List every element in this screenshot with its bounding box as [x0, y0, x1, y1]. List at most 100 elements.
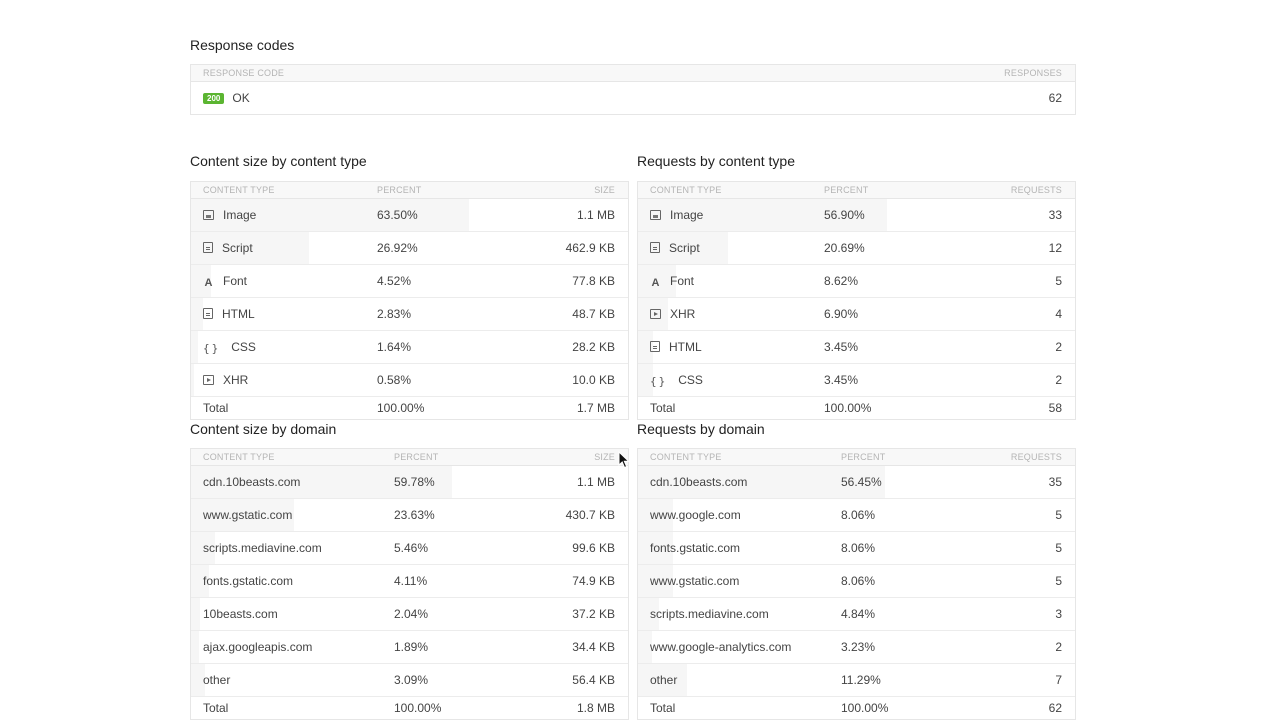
col-content-type: CONTENT TYPE [203, 185, 275, 195]
col-response-code: RESPONSE CODE [203, 68, 285, 78]
row-value: 34.4 KB [572, 640, 615, 654]
requests-by-domain-table: CONTENT TYPE PERCENT REQUESTS cdn.10beasts.… [637, 448, 1076, 720]
status-badge: 200 [203, 93, 225, 104]
table-header: RESPONSE CODE RESPONSES [191, 65, 1075, 82]
row-percent: 1.64% [377, 340, 412, 354]
row-value: 5 [1055, 274, 1062, 288]
col-percent: PERCENT [377, 185, 422, 195]
status-label: OK [232, 91, 250, 105]
table-row: XHR 6.90% 4 [638, 298, 1075, 331]
total-row: Total 100.00% 58 [638, 397, 1075, 419]
script-icon [650, 242, 660, 253]
row-value: 35 [1048, 475, 1062, 489]
row-value: 33 [1048, 208, 1062, 222]
percent-bar [638, 331, 654, 363]
row-label: www.google.com [650, 508, 741, 522]
row-label: Font [223, 274, 248, 288]
row-percent: 4.84% [841, 607, 876, 621]
script-icon [203, 242, 213, 253]
percent-bar [638, 532, 674, 564]
table-row: www.gstatic.com 8.06% 5 [638, 565, 1075, 598]
size-by-type-title: Content size by content type [190, 153, 367, 169]
col-percent: PERCENT [841, 452, 886, 462]
row-label: HTML [222, 307, 255, 321]
col-percent: PERCENT [394, 452, 439, 462]
row-label: Image [223, 208, 257, 222]
percent-bar [638, 664, 688, 696]
font-icon: A [204, 277, 213, 289]
row-percent: 4.11% [394, 574, 428, 588]
percent-bar [191, 466, 453, 498]
percent-bar [191, 364, 194, 396]
row-label: Image [670, 208, 704, 222]
xhr-icon [650, 309, 661, 319]
row-label: XHR [223, 373, 249, 387]
row-percent: 3.45% [824, 340, 859, 354]
percent-bar [638, 364, 654, 396]
table-header: CONTENT TYPE PERCENT SIZE [191, 449, 628, 466]
total-value: 58 [1048, 401, 1062, 415]
total-percent: 100.00% [824, 401, 872, 415]
size-by-type-table: CONTENT TYPE PERCENT SIZE Image 63.50% 1.1 MB… [190, 181, 629, 420]
percent-bar [638, 598, 660, 630]
size-by-domain-title: Content size by domain [190, 421, 337, 437]
row-label: fonts.gstatic.com [203, 574, 294, 588]
row-label: www.google-analytics.com [650, 640, 792, 654]
col-content-type: CONTENT TYPE [650, 452, 722, 462]
row-value: 1.1 MB [576, 208, 615, 222]
table-row: 200 OK 62 [191, 82, 1075, 114]
col-responses: RESPONSES [1004, 68, 1062, 78]
col-value: REQUESTS [1010, 185, 1062, 195]
row-label: www.gstatic.com [203, 508, 293, 522]
table-row: A Font 8.62% 5 [638, 265, 1075, 298]
table-row: Image 63.50% 1.1 MB [191, 199, 628, 232]
row-value: 4 [1055, 307, 1062, 321]
image-icon [203, 210, 214, 220]
row-value: 3 [1055, 607, 1062, 621]
row-percent: 8.06% [841, 574, 876, 588]
table-row: {} CSS 1.64% 28.2 KB [191, 331, 628, 364]
row-value: 1.1 MB [576, 475, 615, 489]
row-percent: 3.45% [824, 373, 859, 387]
row-label: CSS [231, 340, 256, 354]
row-percent: 63.50% [377, 208, 418, 222]
percent-bar [191, 664, 205, 696]
image-icon [650, 210, 661, 220]
table-row: HTML 2.83% 48.7 KB [191, 298, 628, 331]
table-row: HTML 3.45% 2 [638, 331, 1075, 364]
table-row: cdn.10beasts.com 56.45% 35 [638, 466, 1075, 499]
xhr-icon [203, 375, 214, 385]
percent-bar [191, 598, 200, 630]
total-value: 62 [1048, 701, 1062, 715]
table-row: fonts.gstatic.com 4.11% 74.9 KB [191, 565, 628, 598]
percent-bar [191, 232, 309, 264]
percent-bar [191, 499, 295, 531]
row-label: cdn.10beasts.com [650, 475, 748, 489]
row-label: CSS [678, 373, 703, 387]
total-label: Total [650, 401, 676, 415]
percent-bar [638, 199, 887, 231]
total-label: Total [203, 701, 229, 715]
row-percent: 3.09% [394, 673, 429, 687]
css-icon: {} [650, 375, 668, 388]
row-label: fonts.gstatic.com [650, 541, 741, 555]
percent-bar [191, 298, 204, 330]
percent-bar [638, 265, 676, 297]
table-row: Script 20.69% 12 [638, 232, 1075, 265]
row-value: 28.2 KB [572, 340, 615, 354]
row-percent: 56.45% [841, 475, 882, 489]
table-row: {} CSS 3.45% 2 [638, 364, 1075, 397]
row-percent: 4.52% [377, 274, 412, 288]
row-value: 12 [1048, 241, 1062, 255]
row-value: 56.4 KB [572, 673, 615, 687]
html-icon [650, 341, 660, 352]
row-label: Script [669, 241, 700, 255]
total-row: Total 100.00% 1.7 MB [191, 397, 628, 419]
row-percent: 2.04% [394, 607, 429, 621]
font-icon: A [651, 277, 660, 289]
row-percent: 8.62% [824, 274, 859, 288]
percent-bar [191, 265, 211, 297]
row-value: 430.7 KB [565, 508, 615, 522]
row-percent: 23.63% [394, 508, 435, 522]
total-label: Total [650, 701, 676, 715]
